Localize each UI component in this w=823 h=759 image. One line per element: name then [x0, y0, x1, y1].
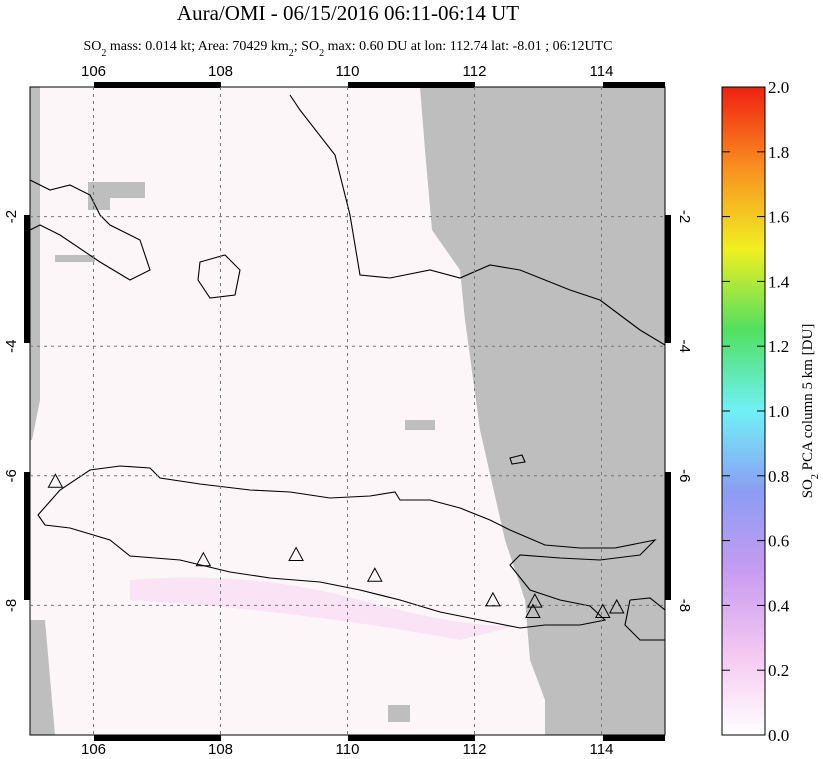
volcano-marker [608, 598, 625, 614]
y-tick-label: -2 [676, 210, 693, 223]
y-tick-label: -2 [3, 210, 20, 223]
x-tick-label: 106 [81, 741, 106, 758]
x-tick-label: 108 [208, 63, 233, 80]
y-tick-label: -4 [676, 340, 693, 353]
colorbar-tick-label: 1.4 [768, 272, 790, 291]
text-piece: ; SO [294, 39, 319, 54]
colorbar-tick-label: 1.6 [768, 208, 789, 227]
colorbar-tick-label: 1.0 [768, 402, 789, 421]
volcano-marker [525, 603, 541, 619]
y-tick-label: -6 [676, 469, 693, 482]
volcano-marker [594, 603, 611, 619]
y-tick-label: -8 [676, 599, 693, 612]
colorbar-label: SO2 PCA column 5 km [DU] [800, 324, 821, 499]
y-tick-label: -8 [3, 599, 20, 612]
colorbar-tick-label: 0.8 [768, 467, 789, 486]
x-tick-label: 114 [590, 63, 614, 80]
x-tick-label: 112 [463, 63, 487, 80]
map-title: Aura/OMI - 06/15/2016 06:11-06:14 UT [177, 1, 519, 25]
colorbar-tick-label: 2.0 [768, 78, 789, 97]
colorbar-tick-label: 1.2 [768, 337, 789, 356]
volcano-marker [195, 551, 212, 567]
volcano-marker [288, 546, 304, 562]
x-tick-label: 106 [81, 63, 106, 80]
text-piece: PCA column 5 km [DU] [800, 324, 816, 474]
text-piece: mass: 0.014 kt; Area: 70429 km [106, 39, 288, 54]
no-data-region [420, 87, 665, 735]
text-piece: max: 0.60 DU at lon: 112.74 lat: -8.01 ;… [324, 39, 612, 54]
x-tick-label: 108 [208, 741, 233, 758]
subscript: 2 [289, 48, 294, 59]
coastlines [30, 94, 665, 641]
colorbar-tick-label: 0.4 [768, 596, 790, 615]
text-piece: SO [84, 39, 102, 54]
x-tick-label: 112 [463, 741, 487, 758]
colorbar-tick-label: 0.0 [768, 726, 789, 745]
x-tick-label: 114 [590, 741, 614, 758]
x-tick-label: 110 [336, 63, 360, 80]
volcano-marker [485, 591, 501, 607]
y-tick-label: -4 [3, 340, 20, 353]
colorbar-tick-label: 0.2 [768, 661, 789, 680]
subscript: 2 [810, 474, 821, 479]
volcano-marker [47, 473, 64, 488]
so2-signal [130, 577, 520, 640]
colorbar-tick-label: 1.8 [768, 143, 789, 162]
subscript: 2 [101, 48, 106, 59]
volcano-marker [366, 567, 383, 582]
colorbar-tick-label: 0.6 [768, 532, 789, 551]
frame-bands [24, 82, 671, 741]
x-tick-label: 110 [336, 741, 360, 758]
y-tick-label: -6 [3, 469, 20, 482]
text-piece: SO [800, 479, 816, 498]
subscript: 2 [319, 48, 324, 59]
map-subtitle: SO2 mass: 0.014 kt; Area: 70429 km2; SO2… [84, 39, 613, 59]
